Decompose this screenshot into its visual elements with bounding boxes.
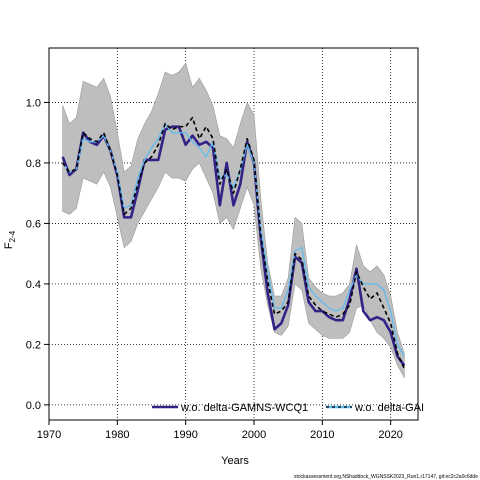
y-tick-label-4: 0.8 xyxy=(26,158,41,170)
legend-label-1: w.o. delta-GAI xyxy=(354,402,424,414)
confidence-band xyxy=(62,62,405,379)
x-tick-label-2: 1990 xyxy=(173,429,197,441)
confidence-band-layer xyxy=(62,62,405,379)
y-tick-label-3: 0.6 xyxy=(26,218,41,230)
y-axis-ticks: 0.0 0.2 0.4 0.6 0.8 1.0 xyxy=(26,97,49,412)
x-tick-label-1: 1980 xyxy=(105,429,129,441)
x-axis-ticks: 1970 1980 1990 2000 2010 2020 xyxy=(37,420,403,441)
y-tick-label-0: 0.0 xyxy=(26,400,41,412)
series-line-1 xyxy=(62,116,406,369)
legend: w.o. delta-GAMNS-WCQ1 w.o. delta-GAI xyxy=(152,402,424,414)
x-axis-label: Years xyxy=(221,455,249,467)
series-layer xyxy=(61,116,406,369)
plot-frame xyxy=(48,47,419,421)
svg-text:F2-4: F2-4 xyxy=(3,230,17,249)
y-axis-label-main: F xyxy=(3,242,15,249)
y-tick-label-2: 0.4 xyxy=(26,279,41,291)
x-tick-label-3: 2000 xyxy=(242,429,266,441)
x-tick-label-5: 2020 xyxy=(378,429,402,441)
y-tick-label-1: 0.2 xyxy=(26,339,41,351)
y-axis-label: F2-4 xyxy=(3,230,17,249)
footer-source: stockassessment.org,NShaddock_WGNSSK2023… xyxy=(294,474,478,480)
y-axis-label-sub: 2-4 xyxy=(8,230,17,242)
x-tick-label-0: 1970 xyxy=(37,429,61,441)
y-tick-label-5: 1.0 xyxy=(26,97,41,109)
legend-label-0: w.o. delta-GAMNS-WCQ1 xyxy=(180,402,308,414)
series-line-2 xyxy=(62,122,405,357)
x-tick-label-4: 2010 xyxy=(310,429,334,441)
